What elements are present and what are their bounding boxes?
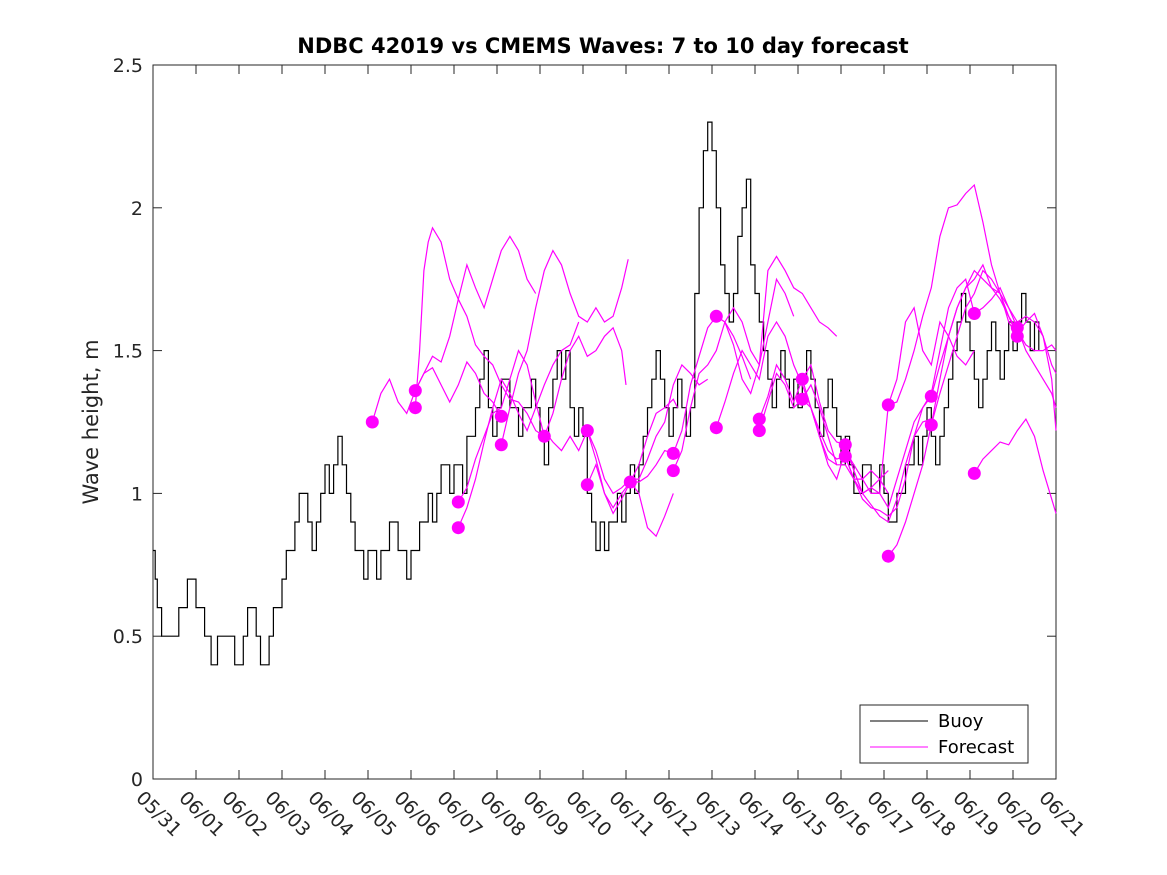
forecast-line — [930, 269, 1057, 426]
forecast-marker — [709, 309, 723, 323]
forecast-marker — [881, 549, 895, 563]
forecast-marker — [451, 521, 465, 535]
forecast-marker — [537, 429, 551, 443]
forecast-marker — [795, 392, 809, 406]
y-tick-label: 0 — [131, 769, 143, 791]
forecast-line — [500, 249, 629, 445]
forecast-marker — [924, 418, 938, 432]
forecast-marker — [709, 421, 723, 435]
forecast-line — [973, 417, 1057, 514]
forecast-marker — [408, 384, 422, 398]
forecast-marker — [924, 389, 938, 403]
forecast-line — [371, 360, 502, 423]
legend-box — [859, 704, 1029, 764]
y-tick-label: 2.5 — [113, 55, 143, 77]
forecast-marker — [494, 438, 508, 452]
forecast-line — [672, 277, 795, 471]
forecast-line — [457, 349, 545, 503]
y-axis-label: Wave height, m — [79, 339, 103, 504]
y-tick-label: 1 — [131, 483, 143, 505]
forecast-line — [543, 398, 679, 509]
forecast-line — [414, 226, 545, 437]
forecast-line — [844, 306, 975, 495]
forecast-marker — [666, 464, 680, 478]
forecast-marker — [1010, 329, 1024, 343]
forecast-marker — [408, 401, 422, 415]
forecast-marker — [881, 398, 895, 412]
forecast-marker — [752, 424, 766, 438]
forecast-marker — [666, 446, 680, 460]
forecast-line — [844, 278, 975, 517]
legend-buoy-label: Buoy — [938, 711, 984, 732]
forecast-line — [715, 255, 838, 395]
forecast-marker — [494, 409, 508, 423]
forecast-line — [758, 372, 889, 494]
forecast-marker — [752, 412, 766, 426]
forecast-marker — [967, 466, 981, 480]
forecast-line — [801, 398, 932, 523]
forecast-marker — [838, 438, 852, 452]
chart-title: NDBC 42019 vs CMEMS Waves: 7 to 10 day f… — [297, 34, 908, 58]
forecast-line — [1016, 312, 1057, 431]
y-tick-label: 0.5 — [113, 626, 143, 648]
forecast-marker — [967, 307, 981, 320]
forecast-line — [888, 183, 1018, 406]
forecast-marker — [451, 495, 465, 509]
legend-forecast-label: Forecast — [938, 737, 1014, 758]
y-tick-label: 1.5 — [113, 341, 143, 363]
axes-box — [152, 64, 1057, 780]
legend: Buoy Forecast — [859, 704, 1029, 764]
forecast-marker — [580, 478, 594, 492]
forecast-marker — [580, 424, 594, 438]
forecast-line — [586, 363, 709, 495]
forecast-line — [630, 315, 752, 483]
forecast-line — [457, 321, 580, 528]
forecast-marker — [838, 449, 852, 463]
forecast-marker — [623, 475, 637, 489]
forecast-marker — [795, 372, 809, 386]
forecast-line — [543, 326, 627, 437]
forecast-line — [414, 235, 537, 391]
forecast-marker — [365, 415, 379, 429]
y-tick-label: 2 — [131, 198, 143, 220]
forecast-line — [801, 379, 932, 510]
